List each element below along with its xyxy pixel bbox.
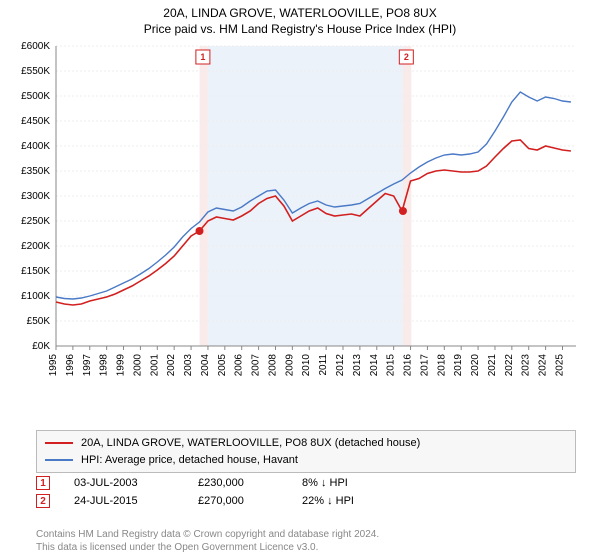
svg-text:2: 2 <box>404 52 409 62</box>
event-date: 03-JUL-2003 <box>74 477 174 489</box>
svg-text:£400K: £400K <box>21 141 50 152</box>
chart-svg: £0K £50K £100K £150K £200K £250K £300K £350K £40… <box>10 40 590 400</box>
legend-item-hpi: HPI: Average price, detached house, Hava… <box>45 452 567 469</box>
event-marker-icon: 1 <box>36 476 50 490</box>
event-delta: 22% ↓ HPI <box>302 495 354 507</box>
svg-text:2015: 2015 <box>386 354 397 377</box>
legend: 20A, LINDA GROVE, WATERLOOVILLE, PO8 8UX… <box>36 430 576 473</box>
svg-text:2013: 2013 <box>352 354 363 377</box>
svg-text:£350K: £350K <box>21 166 50 177</box>
svg-text:£500K: £500K <box>21 91 50 102</box>
event-delta: 8% ↓ HPI <box>302 477 348 489</box>
svg-text:2019: 2019 <box>453 354 464 377</box>
svg-text:2000: 2000 <box>132 354 143 377</box>
svg-text:2002: 2002 <box>166 354 177 377</box>
svg-text:2023: 2023 <box>521 354 532 377</box>
svg-text:£100K: £100K <box>21 291 50 302</box>
svg-text:2020: 2020 <box>470 354 481 377</box>
svg-text:2012: 2012 <box>335 354 346 377</box>
attribution: Contains HM Land Registry data © Crown c… <box>36 528 576 554</box>
svg-text:£600K: £600K <box>21 41 50 52</box>
svg-text:2004: 2004 <box>200 354 211 377</box>
svg-text:1: 1 <box>200 52 205 62</box>
event-date: 24-JUL-2015 <box>74 495 174 507</box>
attribution-line: This data is licensed under the Open Gov… <box>36 541 576 554</box>
event-list: 1 03-JUL-2003 £230,000 8% ↓ HPI 2 24-JUL… <box>36 472 576 512</box>
svg-text:£50K: £50K <box>27 316 51 327</box>
chart-subtitle: Price paid vs. HM Land Registry's House … <box>0 22 600 36</box>
svg-text:2025: 2025 <box>554 354 565 377</box>
svg-text:£200K: £200K <box>21 241 50 252</box>
chart-container: { "header": { "title": "20A, LINDA GROVE… <box>0 0 600 560</box>
svg-text:£550K: £550K <box>21 66 50 77</box>
svg-text:1999: 1999 <box>116 354 127 377</box>
event-marker-icon: 2 <box>36 494 50 508</box>
svg-text:2005: 2005 <box>217 354 228 377</box>
svg-text:2016: 2016 <box>403 354 414 377</box>
svg-text:2007: 2007 <box>251 354 262 377</box>
svg-text:1995: 1995 <box>48 354 59 377</box>
event-row: 1 03-JUL-2003 £230,000 8% ↓ HPI <box>36 476 576 490</box>
legend-swatch-hpi <box>45 459 73 461</box>
chart-title: 20A, LINDA GROVE, WATERLOOVILLE, PO8 8UX <box>0 0 600 22</box>
legend-swatch-subject <box>45 442 73 444</box>
svg-text:2017: 2017 <box>419 354 430 377</box>
svg-text:1997: 1997 <box>82 354 93 377</box>
svg-text:2008: 2008 <box>267 354 278 377</box>
svg-text:2009: 2009 <box>284 354 295 377</box>
legend-label-hpi: HPI: Average price, detached house, Hava… <box>81 452 298 469</box>
chart-area: £0K £50K £100K £150K £200K £250K £300K £350K £40… <box>10 40 590 400</box>
svg-text:1996: 1996 <box>65 354 76 377</box>
svg-text:2001: 2001 <box>149 354 160 377</box>
svg-text:2006: 2006 <box>234 354 245 377</box>
svg-text:2022: 2022 <box>504 354 515 377</box>
legend-item-subject: 20A, LINDA GROVE, WATERLOOVILLE, PO8 8UX… <box>45 435 567 452</box>
svg-text:£450K: £450K <box>21 116 50 127</box>
svg-text:£250K: £250K <box>21 216 50 227</box>
svg-text:2014: 2014 <box>369 354 380 377</box>
svg-text:£0K: £0K <box>32 341 50 352</box>
svg-text:2011: 2011 <box>318 354 329 376</box>
event-row: 2 24-JUL-2015 £270,000 22% ↓ HPI <box>36 494 576 508</box>
legend-label-subject: 20A, LINDA GROVE, WATERLOOVILLE, PO8 8UX… <box>81 435 420 452</box>
svg-text:2018: 2018 <box>436 354 447 377</box>
svg-text:2010: 2010 <box>301 354 312 377</box>
svg-text:2021: 2021 <box>487 354 498 377</box>
svg-text:2003: 2003 <box>183 354 194 377</box>
svg-text:1998: 1998 <box>99 354 110 377</box>
svg-text:£150K: £150K <box>21 266 50 277</box>
event-price: £270,000 <box>198 495 278 507</box>
event-price: £230,000 <box>198 477 278 489</box>
attribution-line: Contains HM Land Registry data © Crown c… <box>36 528 576 541</box>
svg-text:£300K: £300K <box>21 191 50 202</box>
svg-text:2024: 2024 <box>538 354 549 377</box>
